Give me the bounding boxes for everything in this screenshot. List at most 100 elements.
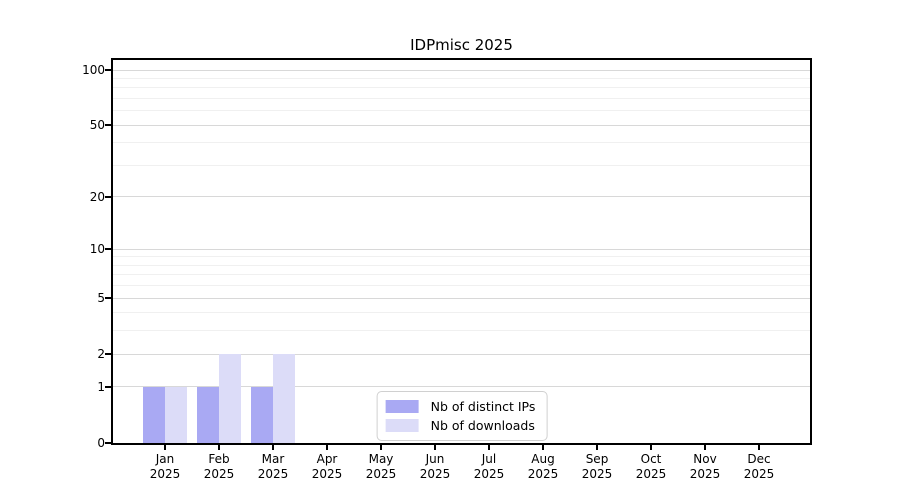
y-axis-tick-label: 2 xyxy=(97,347,105,362)
y-axis-tick xyxy=(105,297,111,300)
x-axis-tick xyxy=(380,445,382,450)
gridline-minor xyxy=(113,97,810,99)
y-axis-tick-label: 5 xyxy=(97,291,105,306)
x-label-month: Jul xyxy=(481,452,497,466)
x-axis-tick xyxy=(164,445,166,450)
x-label-year: 2025 xyxy=(257,467,289,481)
gridline-major xyxy=(113,124,810,126)
x-label-year: 2025 xyxy=(743,467,775,481)
x-label-month: Feb xyxy=(208,452,230,466)
gridline-major xyxy=(113,69,810,71)
y-axis-tick-label: 0 xyxy=(97,436,105,450)
x-axis-tick xyxy=(326,445,328,450)
legend-item-distinct-ips: Nb of distinct IPs xyxy=(385,397,536,416)
y-axis-tick xyxy=(105,248,111,251)
x-label-year: 2025 xyxy=(203,467,235,481)
bar-nb-of-downloads-feb-2025 xyxy=(219,354,241,443)
x-axis-tick-label: Aug 2025 xyxy=(513,452,573,482)
bar-nb-of-downloads-mar-2025 xyxy=(273,354,295,443)
bar-nb-of-distinct-ips-mar-2025 xyxy=(251,386,273,443)
x-axis-tick-label: Dec 2025 xyxy=(729,452,789,482)
gridline-minor xyxy=(113,285,810,287)
x-label-year: 2025 xyxy=(689,467,721,481)
y-axis-tick xyxy=(105,124,111,127)
gridline-major xyxy=(113,297,810,299)
gridline-minor xyxy=(113,110,810,112)
x-axis-tick xyxy=(758,445,760,450)
y-axis-tick-label: 50 xyxy=(89,118,105,133)
x-axis-tick-label: Sep 2025 xyxy=(567,452,627,482)
x-label-month: Jun xyxy=(425,452,445,466)
x-label-year: 2025 xyxy=(473,467,505,481)
x-label-year: 2025 xyxy=(419,467,451,481)
x-axis-tick xyxy=(704,445,706,450)
x-label-year: 2025 xyxy=(527,467,559,481)
x-axis-tick xyxy=(488,445,490,450)
y-axis-tick-label: 1 xyxy=(97,379,105,394)
x-axis-tick-label: Oct 2025 xyxy=(621,452,681,482)
x-axis-tick-label: Nov 2025 xyxy=(675,452,735,482)
x-label-month: Sep xyxy=(585,452,609,466)
x-label-month: Apr xyxy=(316,452,338,466)
x-label-month: Aug xyxy=(531,452,555,466)
x-label-month: Mar xyxy=(261,452,285,466)
x-label-year: 2025 xyxy=(581,467,613,481)
x-axis-tick xyxy=(218,445,220,450)
y-axis-tick-label: 10 xyxy=(89,242,105,257)
y-axis-tick xyxy=(105,385,111,388)
x-axis-tick-label: Apr 2025 xyxy=(297,452,357,482)
y-axis-tick xyxy=(105,353,111,356)
x-label-month: Jan xyxy=(155,452,175,466)
y-axis-tick-label: 100 xyxy=(82,63,105,77)
x-axis-tick-label: Mar 2025 xyxy=(243,452,303,482)
legend-item-downloads: Nb of downloads xyxy=(385,416,536,435)
x-axis-tick-label: May 2025 xyxy=(351,452,411,482)
bar-nb-of-downloads-jan-2025 xyxy=(165,386,187,443)
x-axis-tick xyxy=(272,445,274,450)
gridline-minor xyxy=(113,330,810,332)
y-axis-tick xyxy=(105,195,111,198)
x-label-month: Nov xyxy=(693,452,717,466)
gridline-minor xyxy=(113,142,810,144)
gridline-major xyxy=(113,248,810,250)
gridline-minor xyxy=(113,256,810,258)
x-axis-tick-label: Jul 2025 xyxy=(459,452,519,482)
gridline-minor xyxy=(113,87,810,89)
x-axis-tick xyxy=(434,445,436,450)
x-label-year: 2025 xyxy=(149,467,181,481)
gridline-major xyxy=(113,386,810,388)
legend-swatch-distinct-ips xyxy=(385,400,419,413)
legend-label-distinct-ips: Nb of distinct IPs xyxy=(430,399,536,414)
bar-nb-of-distinct-ips-feb-2025 xyxy=(197,386,219,443)
x-axis-tick xyxy=(596,445,598,450)
gridline-minor xyxy=(113,264,810,266)
gridline-minor xyxy=(113,164,810,166)
gridline-major xyxy=(113,353,810,355)
x-label-month: May xyxy=(368,452,394,466)
chart-title: IDPmisc 2025 xyxy=(410,36,513,54)
x-label-year: 2025 xyxy=(635,467,667,481)
legend-label-downloads: Nb of downloads xyxy=(430,418,535,433)
x-label-year: 2025 xyxy=(311,467,343,481)
bar-nb-of-distinct-ips-jan-2025 xyxy=(143,386,165,443)
x-label-month: Dec xyxy=(747,452,771,466)
x-axis-tick-label: Feb 2025 xyxy=(189,452,249,482)
x-axis-tick xyxy=(542,445,544,450)
x-axis-tick xyxy=(650,445,652,450)
gridline-minor xyxy=(113,274,810,276)
x-label-year: 2025 xyxy=(365,467,397,481)
y-axis-tick xyxy=(105,69,111,71)
legend: Nb of distinct IPs Nb of downloads xyxy=(376,391,548,441)
y-axis-tick-label: 20 xyxy=(89,189,105,204)
gridline-minor xyxy=(113,77,810,79)
x-axis-tick-label: Jan 2025 xyxy=(135,452,195,482)
gridline-minor xyxy=(113,312,810,314)
legend-swatch-downloads xyxy=(385,419,419,432)
gridline-major xyxy=(113,196,810,198)
x-label-month: Oct xyxy=(640,452,662,466)
x-axis-tick-label: Jun 2025 xyxy=(405,452,465,482)
